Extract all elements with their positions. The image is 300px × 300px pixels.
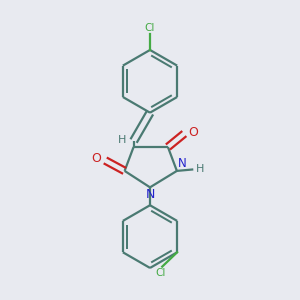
Text: H: H — [118, 134, 126, 145]
Text: O: O — [188, 126, 198, 139]
Text: Cl: Cl — [156, 268, 166, 278]
Text: H: H — [196, 164, 205, 174]
Text: N: N — [178, 157, 186, 170]
Text: N: N — [145, 188, 155, 201]
Text: O: O — [92, 152, 102, 166]
Text: Cl: Cl — [145, 22, 155, 33]
